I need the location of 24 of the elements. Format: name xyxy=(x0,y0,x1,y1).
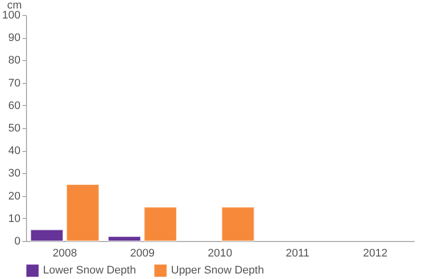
y-tick-label: 80 xyxy=(8,54,20,67)
bar xyxy=(66,184,100,242)
y-tick-label: 70 xyxy=(8,77,20,90)
x-tick-label: 2010 xyxy=(208,248,232,260)
legend-label: Upper Snow Depth xyxy=(171,264,264,277)
y-axis-title: cm xyxy=(7,0,22,12)
x-tick-label: 2012 xyxy=(362,248,388,260)
y-tick-label: 0 xyxy=(14,236,20,248)
y-tick-label: 20 xyxy=(8,190,20,202)
y-tick-label: 50 xyxy=(8,122,20,134)
y-tick-label: 10 xyxy=(8,212,20,225)
bar xyxy=(108,236,142,242)
y-tick-label: 40 xyxy=(8,145,20,158)
y-tick-label: 60 xyxy=(8,100,20,112)
bar xyxy=(144,206,178,242)
legend-label: Lower Snow Depth xyxy=(43,264,136,277)
y-tick-label: 30 xyxy=(8,168,20,180)
y-tick-label: 90 xyxy=(8,32,20,44)
bar xyxy=(221,206,255,242)
bar xyxy=(30,229,64,242)
x-tick-label: 2008 xyxy=(52,248,78,260)
x-tick-label: 2011 xyxy=(286,248,310,260)
x-tick-label: 2009 xyxy=(130,248,155,260)
y-tick-label: 100 xyxy=(2,10,20,22)
